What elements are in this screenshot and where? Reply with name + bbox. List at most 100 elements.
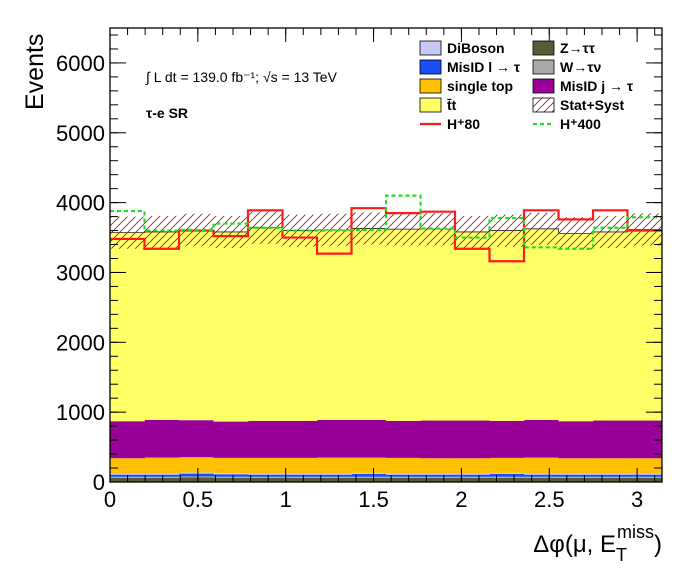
- legend-entry-7-swatch: [532, 97, 555, 113]
- bar-6-7: [351, 228, 387, 420]
- bar-0-14: [593, 477, 628, 482]
- bar-1-9: [420, 476, 456, 478]
- bar-1-10: [455, 476, 490, 478]
- bar-0-10: [455, 477, 490, 482]
- y-tick-label-6: 6000: [56, 51, 105, 76]
- lumi-annotation: ∫ L dt = 139.0 fb⁻¹; √s = 13 TeV: [145, 69, 338, 85]
- bar-4-6: [317, 457, 352, 474]
- bar-4-2: [179, 457, 214, 473]
- y-axis-title: Events: [21, 34, 49, 110]
- stacked-bars: [110, 227, 663, 482]
- unc-band-11: [489, 214, 524, 247]
- legend: DiBoson Z→ττ MisID l → τ W→τν single top MisI…: [419, 40, 634, 132]
- bar-5-8: [386, 420, 421, 458]
- bar-4-15: [627, 458, 663, 474]
- bar-0-15: [627, 477, 663, 482]
- bar-4-10: [455, 458, 490, 474]
- bar-0-3: [213, 477, 249, 482]
- x-axis-title-close: ): [654, 531, 662, 558]
- bar-5-12: [524, 419, 559, 458]
- bar-1-1: [144, 476, 180, 478]
- bar-6-4: [248, 227, 283, 421]
- bar-3-5: [282, 473, 318, 475]
- bar-0-12: [524, 477, 559, 482]
- bar-1-13: [558, 476, 594, 478]
- bar-2-8: [386, 474, 421, 477]
- bar-4-1: [144, 457, 180, 474]
- bar-3-12: [524, 473, 559, 475]
- bar-3-11: [489, 472, 525, 474]
- legend-entry-6-label: t̄t: [446, 97, 456, 113]
- bar-4-14: [593, 458, 628, 474]
- unc-band-10: [455, 215, 490, 249]
- bar-1-4: [248, 476, 283, 478]
- x-tick-label-0: 0: [104, 487, 116, 512]
- axis-ticks: [109, 28, 662, 483]
- bar-1-3: [213, 476, 249, 478]
- unc-band-3: [213, 215, 248, 249]
- bar-5-2: [179, 420, 214, 458]
- bar-2-9: [420, 474, 456, 477]
- unc-band-8: [386, 213, 421, 246]
- bar-2-6: [317, 474, 352, 477]
- bar-6-11: [489, 230, 525, 421]
- bar-2-2: [179, 473, 214, 477]
- bar-2-10: [455, 474, 490, 477]
- bar-1-6: [317, 476, 352, 478]
- bar-4-8: [386, 457, 421, 474]
- bar-4-13: [558, 458, 594, 474]
- legend-entry-2-swatch: [419, 59, 442, 75]
- bar-6-5: [282, 230, 318, 421]
- bar-3-7: [351, 472, 387, 474]
- bar-3-4: [248, 473, 283, 475]
- y-tick-label-4: 4000: [56, 191, 105, 216]
- bar-6-12: [524, 228, 559, 420]
- bar-0-1: [144, 477, 180, 482]
- bar-2-15: [627, 474, 663, 477]
- bar-5-5: [282, 420, 318, 458]
- bar-2-7: [351, 473, 387, 477]
- bar-0-7: [351, 477, 387, 482]
- bar-3-8: [386, 473, 421, 475]
- bar-6-1: [144, 231, 180, 420]
- bar-6-2: [179, 229, 214, 421]
- bar-1-7: [351, 476, 387, 478]
- bar-5-6: [317, 419, 352, 458]
- legend-entry-5-swatch: [532, 78, 555, 94]
- signal-curve-1: [110, 194, 662, 250]
- legend-entry-1-label: Z→ττ: [560, 40, 596, 56]
- bar-3-1: [144, 473, 180, 475]
- bar-0-13: [558, 477, 594, 482]
- bar-0-4: [248, 477, 283, 482]
- bar-5-9: [420, 420, 456, 459]
- bar-2-13: [558, 474, 594, 477]
- legend-entry-0-swatch: [419, 40, 442, 56]
- bar-1-14: [593, 476, 628, 478]
- bar-1-5: [282, 476, 318, 478]
- bar-0-5: [282, 477, 318, 482]
- bar-0-6: [317, 477, 352, 482]
- bar-5-7: [351, 419, 387, 458]
- plot-frame: [109, 27, 663, 483]
- bar-4-9: [420, 458, 456, 474]
- bar-1-11: [489, 476, 525, 478]
- x-axis-title-sup: miss: [617, 522, 654, 542]
- x-tick-label-3: 1.5: [358, 487, 389, 512]
- bar-4-12: [524, 457, 559, 474]
- bar-3-13: [558, 473, 594, 475]
- unc-band-0: [110, 216, 145, 249]
- bar-5-15: [627, 420, 663, 459]
- y-tick-label-2: 2000: [56, 330, 105, 355]
- bar-4-7: [351, 457, 387, 473]
- unc-band-1: [144, 215, 179, 249]
- bar-2-12: [524, 474, 559, 477]
- legend-entry-5-label: MisID j → τ: [560, 78, 634, 94]
- legend-entry-7-label: Stat+Syst: [560, 97, 625, 113]
- legend-entry-6-swatch: [419, 97, 442, 113]
- bar-6-10: [455, 231, 490, 421]
- unc-band-7: [351, 212, 386, 245]
- signal-curves: [110, 194, 662, 263]
- bar-3-0: [110, 473, 145, 475]
- bar-3-15: [627, 473, 663, 475]
- legend-entry-8-label: H⁺80: [447, 116, 480, 132]
